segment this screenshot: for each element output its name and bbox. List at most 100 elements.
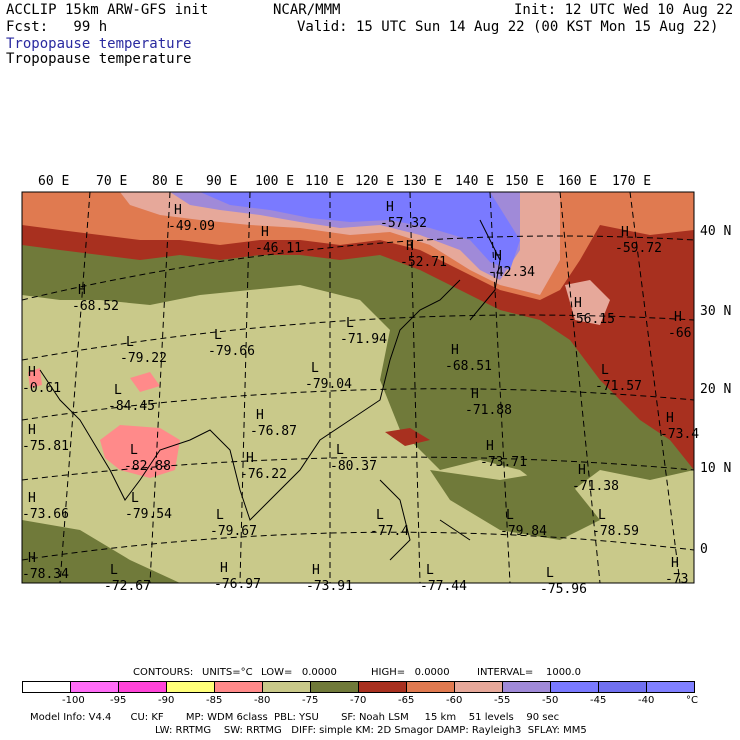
extrema-labels: H-49.09 H-46.11H-57.32H-52.71 H-42.34H-59.… (22, 200, 699, 597)
extrema-marker: H (406, 239, 414, 254)
latitude-label: 30 N (700, 304, 731, 319)
extrema-marker: L (131, 491, 139, 506)
colorbar-label: -90 (158, 695, 175, 706)
extrema-value: -72.67 (104, 579, 151, 594)
extrema-marker: L (214, 328, 222, 343)
run-title: ACCLIP 15km ARW-GFS init (6, 2, 209, 18)
units-label: UNITS=°C (202, 667, 253, 678)
extrema-marker: H (451, 343, 459, 358)
colorbar-label: -50 (542, 695, 559, 706)
extrema-marker: H (28, 551, 36, 566)
model-info-line1: Model Info: V4.4 CU: KF MP: WDM 6class P… (30, 712, 560, 723)
colorbar-label: -45 (590, 695, 607, 706)
extrema-value: -79.67 (210, 524, 257, 539)
extrema-value: -73 (665, 572, 688, 587)
extrema-value: -76.87 (250, 424, 297, 439)
organization-label: NCAR/MMM (273, 2, 341, 18)
extrema-value: -78.34 (22, 567, 69, 582)
extrema-value: -80.37 (330, 459, 377, 474)
longitude-label: 110 E (305, 174, 344, 189)
extrema-value: -78.59 (592, 524, 639, 539)
extrema-marker: L (126, 335, 134, 350)
extrema-marker: H (386, 200, 394, 215)
extrema-marker: H (674, 310, 682, 325)
init-time: Init: 12 UTC Wed 10 Aug 22 (514, 2, 734, 18)
colorbar-label: -55 (494, 695, 511, 706)
extrema-value: -46.11 (255, 241, 302, 256)
colorbar-segment (166, 681, 215, 693)
extrema-marker: L (601, 363, 609, 378)
extrema-value: -73.66 (22, 507, 69, 522)
longitude-label: 80 E (152, 174, 183, 189)
extrema-marker: H (574, 296, 582, 311)
colorbar-segment (310, 681, 359, 693)
colorbar-segment (22, 681, 71, 693)
extrema-value: -0.61 (22, 381, 61, 396)
extrema-value: -73.4 (660, 427, 699, 442)
extrema-value: -77.44 (420, 579, 467, 594)
extrema-value: -71.94 (340, 332, 387, 347)
extrema-marker: L (376, 508, 384, 523)
extrema-value: -68.52 (72, 299, 119, 314)
extrema-value: -59.72 (615, 241, 662, 256)
colorbar-segment (454, 681, 503, 693)
extrema-marker: H (666, 411, 674, 426)
colorbar-segment (598, 681, 647, 693)
colorbar-segment (358, 681, 407, 693)
extrema-marker: H (621, 225, 629, 240)
extrema-marker: H (78, 283, 86, 298)
longitude-label: 60 E (38, 174, 69, 189)
extrema-marker: L (336, 443, 344, 458)
colorbar-segment (502, 681, 551, 693)
map-fill-layer (22, 192, 694, 583)
extrema-value: -79.66 (208, 344, 255, 359)
longitude-label: 160 E (558, 174, 597, 189)
extrema-marker: L (598, 508, 606, 523)
graticule (22, 192, 694, 583)
extrema-marker: H (312, 563, 320, 578)
field-title-1: Tropopause temperature (6, 36, 192, 52)
extrema-value: -82.88 (124, 459, 171, 474)
valid-time: Valid: 15 UTC Sun 14 Aug 22 (00 KST Mon … (297, 19, 719, 35)
high-label: HIGH= 0.0000 (371, 667, 450, 678)
colorbar-label: °C (686, 695, 698, 706)
extrema-value: -79.04 (305, 377, 352, 392)
colorbar-label: -95 (110, 695, 127, 706)
longitude-label: 150 E (505, 174, 544, 189)
extrema-marker: H (486, 439, 494, 454)
latitude-labels: 40 N 30 N 20 N 10 N 0 (700, 224, 731, 557)
colorbar-segment (406, 681, 455, 693)
extrema-marker: H (174, 203, 182, 218)
extrema-value: -73.91 (306, 579, 353, 594)
extrema-value: -71.88 (465, 403, 512, 418)
contours-label: CONTOURS: (133, 667, 194, 678)
extrema-marker: H (261, 225, 269, 240)
extrema-marker: L (506, 508, 514, 523)
extrema-marker: H (494, 249, 502, 264)
colorbar-label: -40 (638, 695, 655, 706)
map-frame (21, 191, 695, 584)
extrema-marker: L (130, 443, 138, 458)
extrema-marker: H (28, 423, 36, 438)
colorbar-label: -85 (206, 695, 223, 706)
extrema-value: -52.71 (400, 255, 447, 270)
colorbar-label: -60 (446, 695, 463, 706)
longitude-label: 100 E (255, 174, 294, 189)
extrema-marker: L (346, 316, 354, 331)
longitude-label: 130 E (403, 174, 442, 189)
colorbar-segment (262, 681, 311, 693)
longitude-label: 170 E (612, 174, 651, 189)
field-title-2: Tropopause temperature (6, 51, 192, 67)
latitude-label: 10 N (700, 461, 731, 476)
colorbar-segment (118, 681, 167, 693)
colorbar-segment (214, 681, 263, 693)
extrema-marker: L (114, 383, 122, 398)
extrema-marker: L (311, 361, 319, 376)
extrema-value: -79.54 (125, 507, 172, 522)
colorbar-label: -100 (62, 695, 85, 706)
extrema-value: -57.32 (380, 216, 427, 231)
coastlines (39, 219, 501, 561)
extrema-marker: L (546, 566, 554, 581)
interval-label: INTERVAL= 1000.0 (477, 667, 581, 678)
longitude-label: 70 E (96, 174, 127, 189)
